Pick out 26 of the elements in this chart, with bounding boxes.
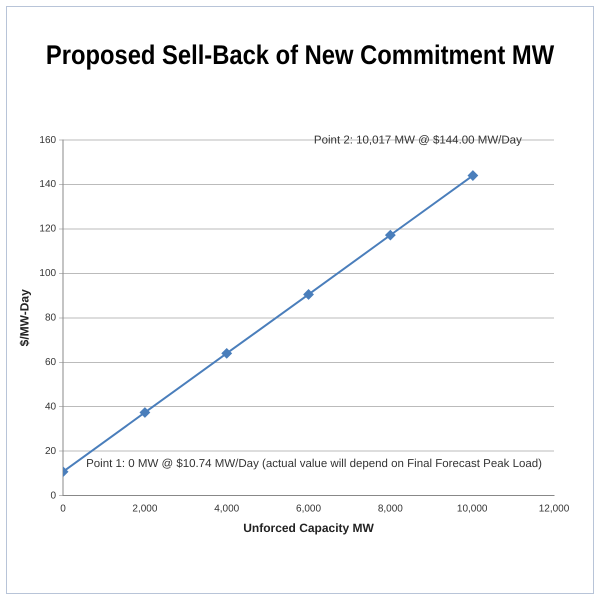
- annotation: Point 1: 0 MW @ $10.74 MW/Day (actual value will depend on Final Forecast Peak Load): [86, 458, 542, 470]
- y-tick-label: 40: [44, 401, 57, 412]
- x-axis-title: Unforced Capacity MW: [243, 521, 375, 536]
- y-tick-label: 140: [39, 179, 57, 190]
- point: [222, 348, 232, 358]
- x-tick-label: 6,000: [296, 503, 322, 514]
- point: [304, 289, 314, 300]
- y-tick-label: 100: [39, 268, 57, 280]
- y-tick-label: 20: [44, 446, 57, 457]
- y-tick-label: 80: [44, 312, 57, 324]
- point: [468, 170, 478, 181]
- x-tick-label: 12,000: [538, 503, 570, 514]
- y-tick-label: 0: [50, 490, 57, 502]
- y-tick-label: 120: [39, 224, 57, 235]
- chart-title: Proposed Sell-Back of New Commitment MW: [44, 40, 556, 71]
- y-tick-label: 60: [44, 357, 57, 368]
- x-tick-label: 0: [60, 503, 66, 514]
- x-tick-label: 2,000: [132, 503, 158, 514]
- x-tick-label: 4,000: [214, 503, 240, 514]
- x-tick-label: 10,000: [456, 503, 488, 514]
- y-tick-label: 160: [39, 134, 57, 146]
- annotation: Point 2: 10,017 MW @ $144.00 MW/Day: [314, 134, 522, 147]
- point: [140, 407, 150, 418]
- x-tick-label: 8,000: [378, 503, 404, 514]
- point: [385, 230, 396, 240]
- y-axis-title: $/MW-Day: [18, 288, 32, 346]
